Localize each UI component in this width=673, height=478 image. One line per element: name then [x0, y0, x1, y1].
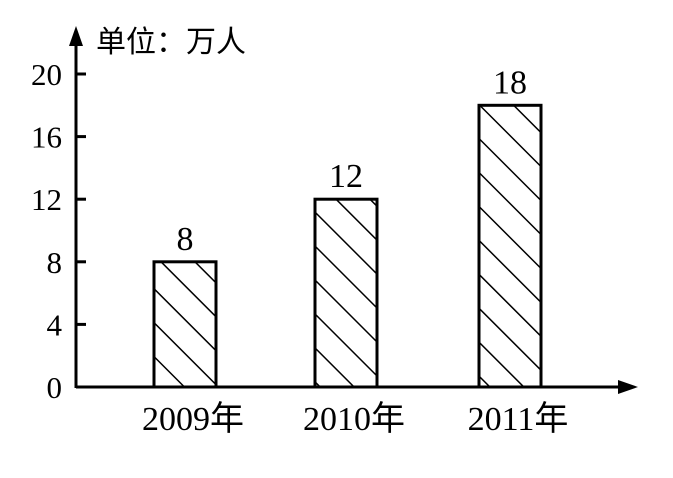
bar-2011年 [477, 103, 543, 389]
data-labels: 8 12 18 [177, 64, 528, 257]
bar-value-label: 8 [177, 221, 194, 258]
y-tick-label: 8 [47, 245, 63, 280]
y-tick-label: 20 [31, 57, 62, 92]
category-labels: 2009年 2010年 2011年 [142, 400, 568, 438]
bar-value-label: 18 [493, 64, 527, 101]
y-tick-label: 4 [47, 307, 63, 342]
y-tick-label: 12 [31, 182, 62, 217]
x-category-label: 2011年 [468, 400, 569, 438]
y-tick-label: 16 [31, 120, 62, 155]
bars [152, 103, 543, 389]
unit-label: 单位：万人 [96, 25, 246, 60]
bar-value-label: 12 [329, 158, 363, 195]
x-category-label: 2009年 [142, 400, 244, 438]
bar-2009年 [152, 260, 218, 389]
x-category-label: 2010年 [303, 400, 405, 438]
y-axis-arrow-icon [69, 26, 83, 46]
y-tick-label: 0 [47, 370, 63, 405]
bar-2010年 [313, 197, 379, 389]
y-ticks: 0 4 8 12 16 20 [31, 57, 86, 405]
x-axis-arrow-icon [618, 380, 638, 394]
